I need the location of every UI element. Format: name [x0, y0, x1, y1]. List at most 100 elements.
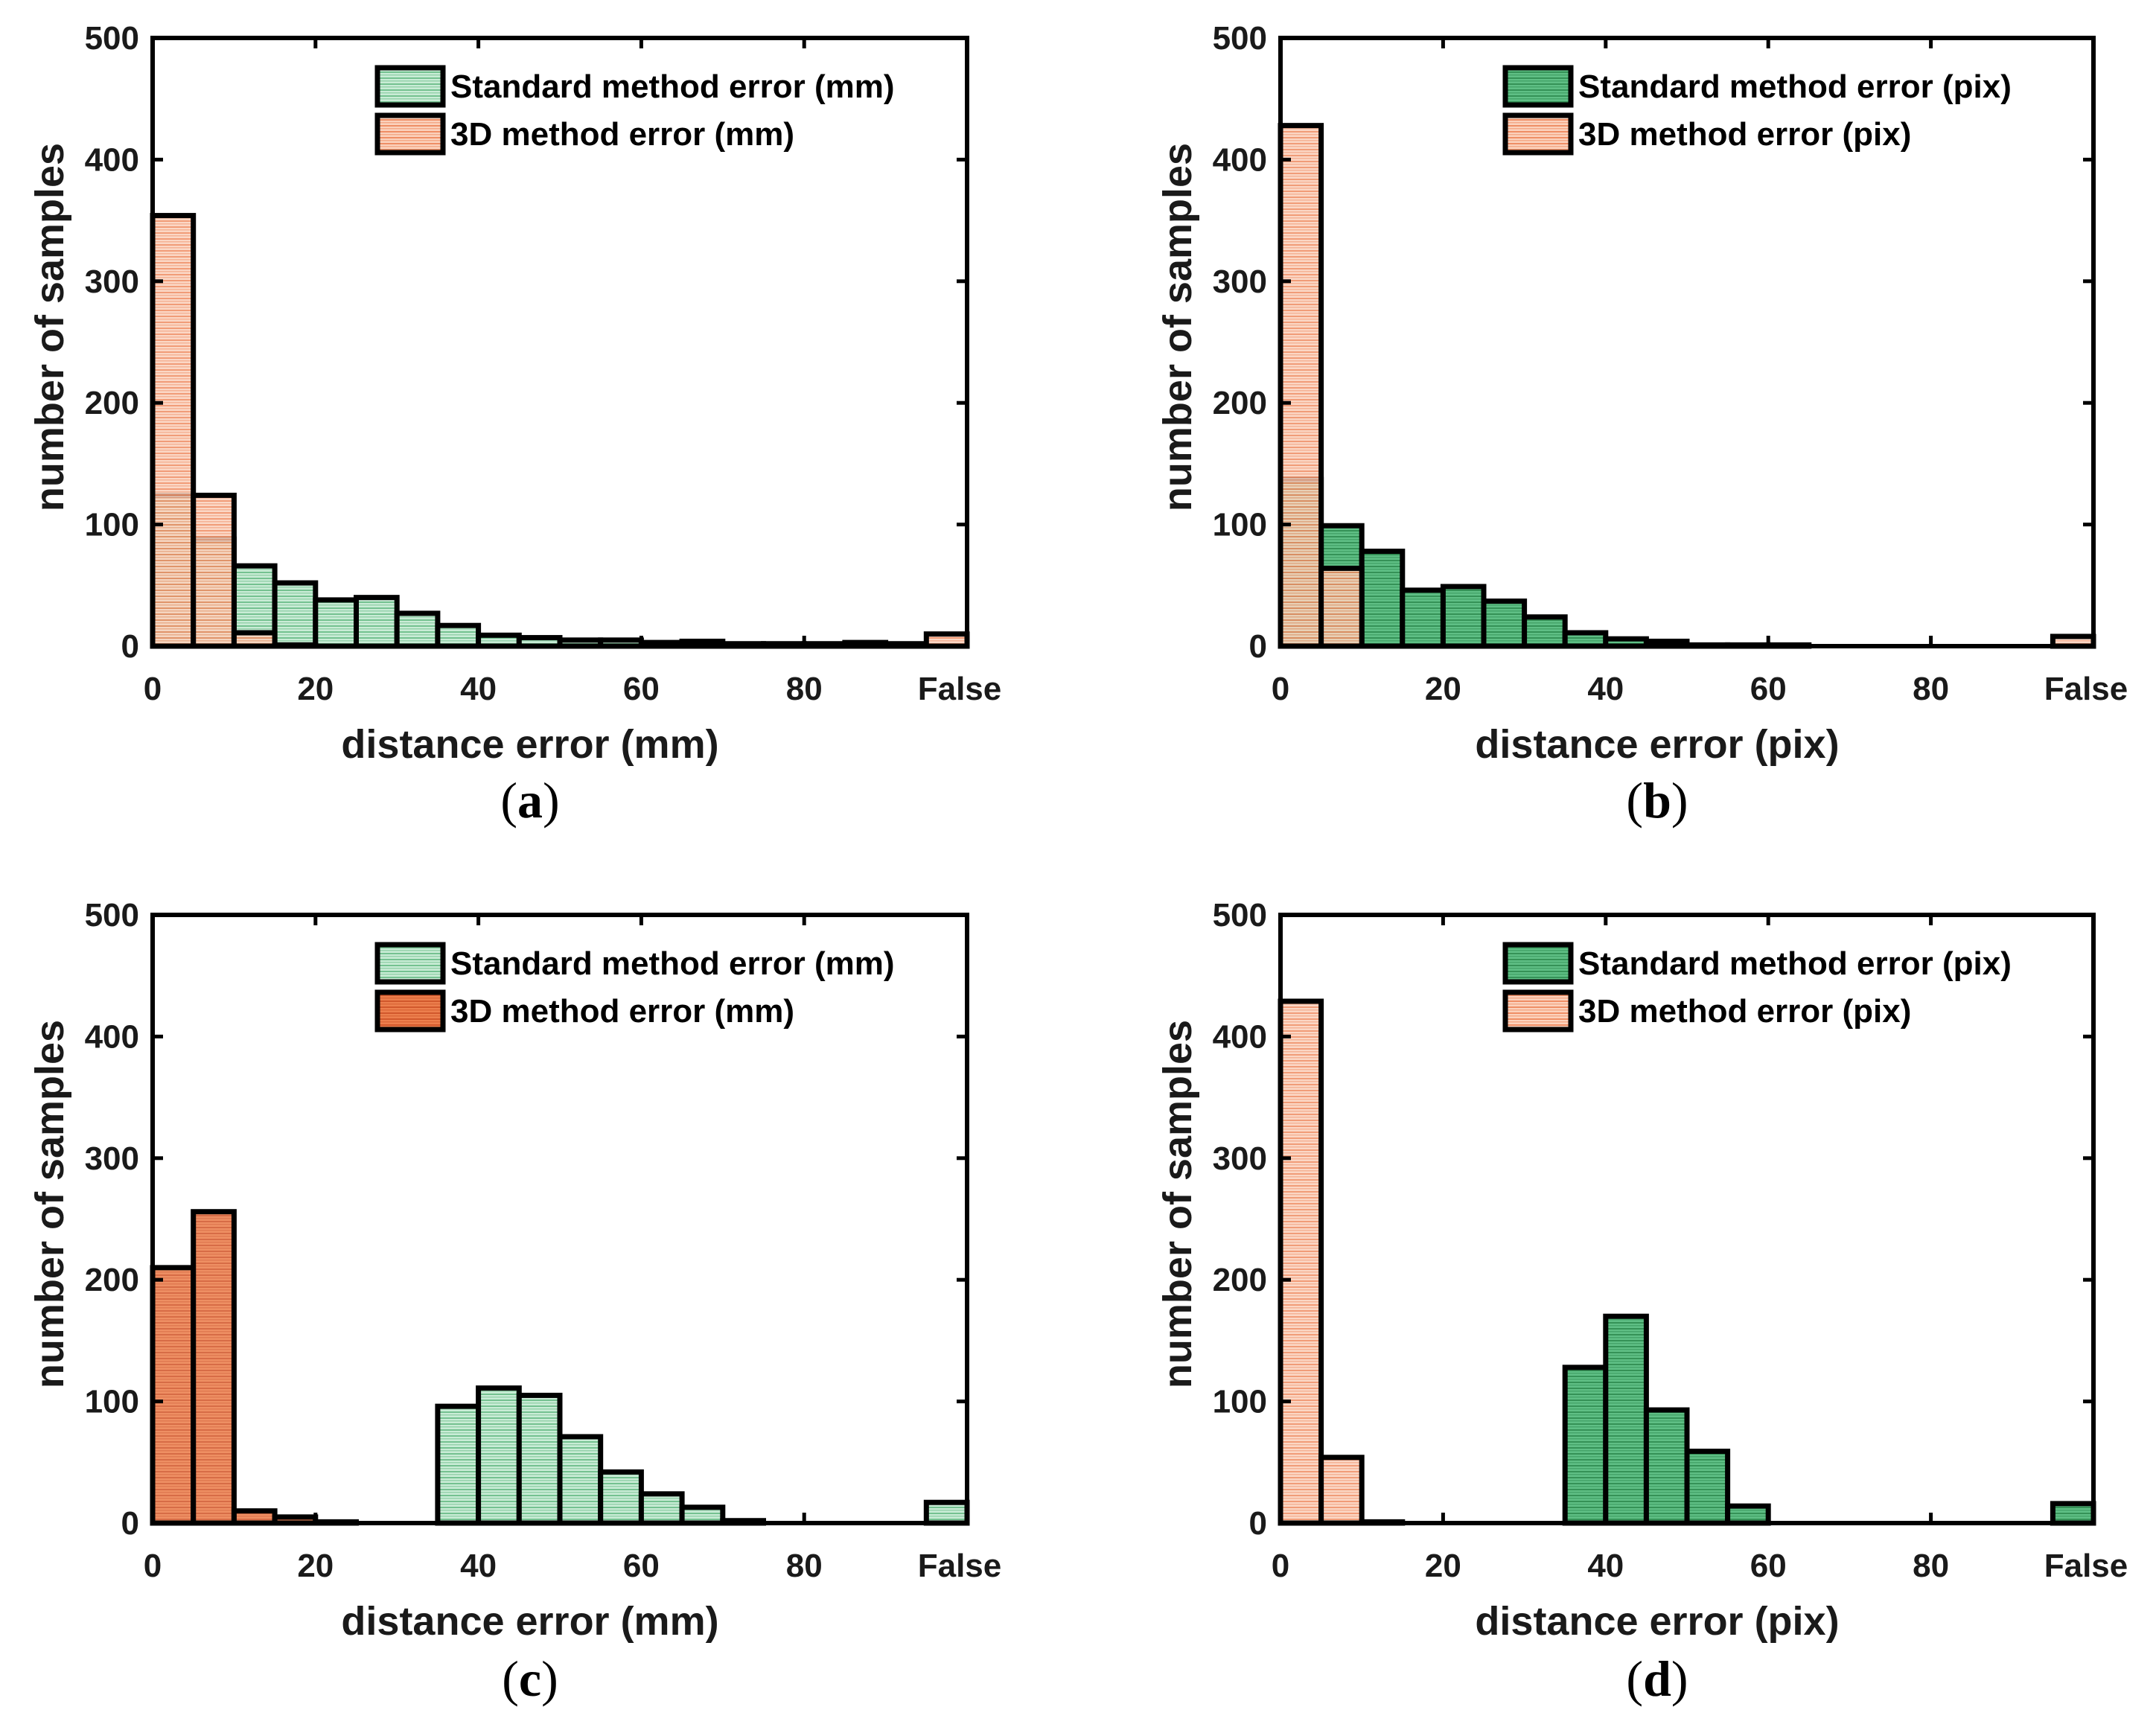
y-tick-label: 400 [85, 141, 139, 178]
axes-frame [1278, 36, 2096, 648]
x-tick-label: 0 [144, 1548, 162, 1584]
y-tick-label: 500 [85, 20, 139, 57]
x-tick-label: 40 [460, 1548, 497, 1584]
legend-entry: 3D method error (mm) [450, 993, 794, 1030]
legend-entry: Standard method error (mm) [450, 68, 895, 105]
standard-bar [476, 1385, 522, 1526]
legend-entry: 3D method error (pix) [1578, 993, 1911, 1030]
x-tick-label: False [2044, 671, 2128, 707]
x-tick-label: 40 [1587, 1548, 1624, 1584]
panel-caption: (d) [1626, 1650, 1688, 1707]
y-tick-label: 0 [121, 628, 139, 665]
y-axis-label: number of samples [28, 1020, 72, 1388]
legend-swatch [374, 989, 446, 1033]
x-tick-label: 80 [1913, 671, 1949, 707]
y-tick-label: 200 [85, 1262, 139, 1298]
y-axis-label: number of samples [28, 143, 72, 511]
y-tick-label: 0 [1249, 1505, 1267, 1542]
legend: Standard method error (pix) 3D method err… [1502, 65, 2012, 156]
legend-swatch [1502, 942, 1574, 985]
chart-panel-d: 0 100 200 300 400 500 0 20 40 60 80 False distance e… [1155, 897, 2128, 1707]
standard-bar [1440, 584, 1487, 649]
legend-swatch [374, 112, 446, 156]
threed-bar [150, 1265, 197, 1526]
x-tick-label: 20 [297, 1548, 334, 1584]
x-tick-label: 20 [1425, 671, 1461, 707]
standard-bar [1400, 587, 1446, 649]
threed-bar [1318, 565, 1365, 649]
standard-bar [598, 1469, 644, 1526]
standard-bar [1562, 1365, 1609, 1526]
standard-bar [1603, 1313, 1649, 1526]
y-tick-label: 200 [85, 385, 139, 421]
legend-swatch [374, 65, 446, 108]
x-tick-label: 0 [1272, 1548, 1289, 1584]
plot-area [153, 38, 967, 646]
x-axis-label: distance error (pix) [1475, 722, 1839, 767]
legend: Standard method error (mm) 3D method erro… [374, 942, 895, 1033]
y-tick-label: 400 [85, 1018, 139, 1055]
x-axis-label: distance error (mm) [341, 1599, 718, 1644]
x-tick-label: 80 [786, 671, 823, 707]
y-tick-label: 300 [1213, 264, 1267, 300]
legend-entry: 3D method error (pix) [1578, 116, 1911, 153]
legend-swatch [374, 942, 446, 985]
x-tick-label: 60 [1750, 671, 1787, 707]
legend-swatch [1502, 112, 1574, 156]
standard-bar [313, 597, 359, 649]
x-tick-label: 0 [144, 671, 162, 707]
standard-bar [557, 1434, 604, 1526]
y-tick-label: 500 [1213, 897, 1267, 933]
legend-swatch [1502, 989, 1574, 1033]
panel-caption: (c) [502, 1650, 558, 1707]
standard-bar [1522, 614, 1568, 649]
chart-panel-a: 0 100 200 300 400 500 0 20 40 60 80 False distance e… [28, 20, 1001, 829]
y-tick-label: 200 [1213, 1262, 1267, 1298]
y-axis-label: number of samples [1155, 1020, 1200, 1388]
y-tick-label: 400 [1213, 1018, 1267, 1055]
standard-bar [1359, 549, 1406, 649]
axes-frame [150, 36, 969, 648]
y-tick-label: 300 [85, 1140, 139, 1177]
y-tick-label: 500 [85, 897, 139, 933]
x-tick-label: 20 [297, 671, 334, 707]
legend: Standard method error (pix) 3D method err… [1502, 942, 2012, 1033]
x-tick-label: 40 [460, 671, 497, 707]
threed-bar [1318, 1455, 1365, 1526]
chart-panel-b: 0 100 200 300 400 500 0 20 40 60 80 False distance e… [1155, 20, 2128, 829]
legend-entry: Standard method error (pix) [1578, 68, 2012, 105]
y-tick-label: 100 [85, 507, 139, 543]
x-tick-label: 80 [786, 1548, 823, 1584]
x-axis-label: distance error (mm) [341, 722, 718, 767]
x-tick-label: 80 [1913, 1548, 1949, 1584]
chart-panel-c: 0 100 200 300 400 500 0 20 40 60 80 False distance e… [28, 897, 1001, 1707]
standard-bar [272, 580, 319, 649]
x-tick-label: 40 [1587, 671, 1624, 707]
standard-bar [1643, 1407, 1690, 1526]
legend-entry: Standard method error (pix) [1578, 945, 2012, 982]
y-tick-label: 0 [1249, 628, 1267, 665]
y-tick-label: 100 [85, 1384, 139, 1420]
legend-entry: Standard method error (mm) [450, 945, 895, 982]
y-tick-label: 500 [1213, 20, 1267, 57]
legend-swatch [1502, 65, 1574, 108]
y-tick-label: 300 [1213, 1140, 1267, 1177]
threed-bar [191, 1209, 237, 1526]
standard-bar [1481, 599, 1528, 649]
standard-bar [354, 595, 400, 649]
standard-bar [1725, 1503, 1771, 1526]
threed-bar [1278, 123, 1324, 649]
threed-bar [191, 492, 237, 649]
standard-bar [516, 1392, 563, 1526]
y-tick-label: 200 [1213, 385, 1267, 421]
panel-caption: (a) [500, 772, 559, 829]
axes-frame [150, 913, 969, 1525]
standard-bar [394, 610, 441, 649]
y-axis-label: number of samples [1155, 143, 1200, 511]
x-tick-label: 60 [623, 1548, 660, 1584]
y-tick-label: 100 [1213, 1384, 1267, 1420]
standard-bar [1684, 1449, 1731, 1526]
standard-bar [435, 622, 482, 649]
y-tick-label: 400 [1213, 141, 1267, 178]
